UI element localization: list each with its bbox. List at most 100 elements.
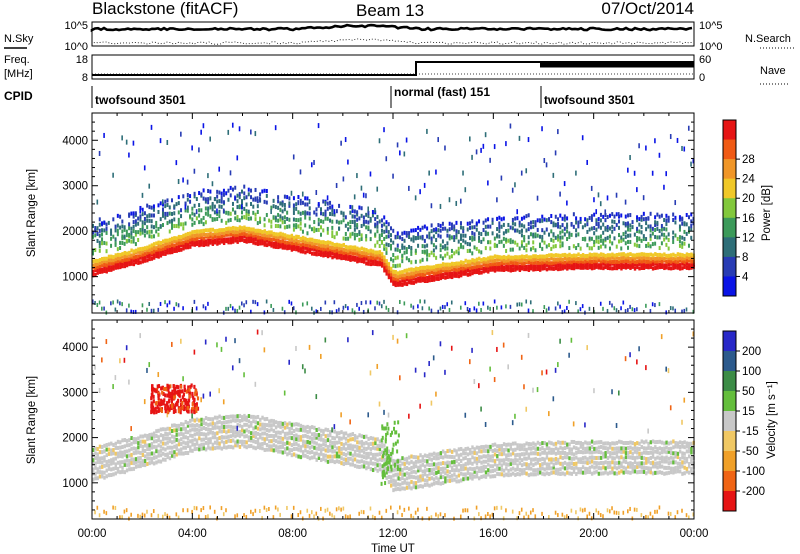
velocity-echo-cell xyxy=(191,423,194,428)
velocity-echo-cell xyxy=(457,447,461,452)
power-echo-cell xyxy=(545,218,548,223)
power-echo-cell xyxy=(678,252,682,257)
power-echo-cell xyxy=(371,258,375,263)
velocity-echo-cell xyxy=(295,446,298,451)
velocity-echo-cell xyxy=(351,462,355,467)
power-echo-cell xyxy=(570,256,573,261)
velocity-echo-cell xyxy=(426,462,429,467)
velocity-echo-cell xyxy=(353,433,357,438)
velocity-echo-cell xyxy=(509,446,513,451)
velocity-echo-cell xyxy=(408,467,411,472)
velocity-echo-cell xyxy=(579,457,583,462)
velocity-echo-cell xyxy=(437,481,440,486)
velocity-echo-cell xyxy=(581,465,585,470)
power-echo-cell xyxy=(110,261,113,266)
power-echo-cell xyxy=(148,257,151,262)
power-echo-cell xyxy=(514,222,517,227)
power-echo-cell xyxy=(568,299,570,304)
power-echo-cell xyxy=(550,253,553,258)
power-echo-cell xyxy=(448,255,451,260)
velocity-echo-cell xyxy=(423,472,427,477)
velocity-echo-cell xyxy=(362,455,366,460)
power-echo-cell xyxy=(640,262,643,267)
power-echo-cell xyxy=(627,233,630,238)
velocity-echo-cell xyxy=(231,429,235,434)
power-echo-cell xyxy=(681,221,684,226)
velocity-echo-cell xyxy=(130,426,132,432)
power-echo-cell xyxy=(450,226,453,231)
power-echo-cell xyxy=(229,237,233,242)
velocity-echo-cell xyxy=(308,513,311,518)
power-echo-cell xyxy=(121,224,124,229)
power-echo-cell xyxy=(98,233,101,238)
power-echo-cell xyxy=(423,269,427,274)
velocity-echo-cell xyxy=(209,446,212,451)
velocity-echo-cell xyxy=(624,455,628,460)
velocity-echo-cell xyxy=(367,442,370,447)
power-echo-cell xyxy=(489,224,492,229)
power-echo-cell xyxy=(96,303,99,308)
power-echo-cell xyxy=(448,307,451,312)
power-echo-cell xyxy=(534,260,537,265)
velocity-echo-cell xyxy=(279,512,281,517)
power-echo-cell xyxy=(107,265,111,270)
power-echo-cell xyxy=(213,231,217,236)
power-echo-cell xyxy=(143,165,146,171)
velocity-echo-cell xyxy=(331,454,334,459)
power-echo-cell xyxy=(478,238,481,243)
power-echo-cell xyxy=(286,246,289,251)
velocity-echo-cell xyxy=(114,451,117,456)
velocity-echo-cell xyxy=(279,424,282,429)
power-echo-cell xyxy=(405,274,409,279)
power-echo-cell xyxy=(308,211,311,216)
velocity-echo-cell xyxy=(602,461,605,466)
power-echo-cell xyxy=(568,252,571,257)
power-echo-cell xyxy=(645,255,648,260)
power-echo-cell xyxy=(410,251,413,256)
power-echo-cell xyxy=(678,215,681,220)
power-echo-cell xyxy=(101,241,104,246)
power-echo-cell xyxy=(423,238,426,243)
power-echo-cell xyxy=(164,242,167,247)
power-echo-cell xyxy=(360,233,363,238)
power-echo-cell xyxy=(132,249,136,254)
power-echo-cell xyxy=(496,216,499,221)
power-echo-cell xyxy=(128,152,130,158)
power-echo-cell xyxy=(611,224,614,229)
velocity-echo-cell xyxy=(105,511,108,516)
velocity-echo-cell xyxy=(428,468,431,473)
velocity-echo-cell xyxy=(265,436,269,441)
velocity-echo-cell xyxy=(98,474,102,479)
velocity-echo-cell xyxy=(459,471,463,476)
power-echo-cell xyxy=(344,253,348,258)
power-echo-cell xyxy=(444,262,447,267)
power-echo-cell xyxy=(116,232,119,237)
velocity-echo-cell xyxy=(563,460,567,465)
velocity-echo-cell xyxy=(417,475,420,480)
velocity-echo-cell xyxy=(430,515,433,520)
power-echo-cell xyxy=(150,243,154,248)
velocity-echo-cell xyxy=(204,432,208,437)
velocity-echo-cell xyxy=(493,474,497,479)
velocity-echo-cell xyxy=(548,472,551,477)
velocity-echo-cell xyxy=(315,427,318,432)
velocity-echo-cell xyxy=(554,441,558,446)
power-echo-cell xyxy=(362,247,366,252)
power-echo-cell xyxy=(177,244,181,249)
power-echo-cell xyxy=(340,210,343,215)
power-echo-cell xyxy=(243,225,246,230)
power-echo-cell xyxy=(665,218,668,223)
velocity-echo-cell xyxy=(586,461,589,466)
velocity-echo-cell xyxy=(200,442,203,447)
power-echo-cell xyxy=(347,248,350,253)
power-echo-cell xyxy=(441,273,445,278)
power-echo-cell xyxy=(394,256,397,261)
velocity-echo-cell xyxy=(234,443,237,448)
power-echo-cell xyxy=(575,170,577,176)
power-echo-cell xyxy=(599,218,602,223)
power-echo-cell xyxy=(545,308,548,313)
velocity-echo-cell xyxy=(213,435,217,440)
power-ylabel: Slant Range [km] xyxy=(26,169,38,257)
velocity-echo-cell xyxy=(396,482,400,487)
power-echo-cell xyxy=(110,228,113,233)
